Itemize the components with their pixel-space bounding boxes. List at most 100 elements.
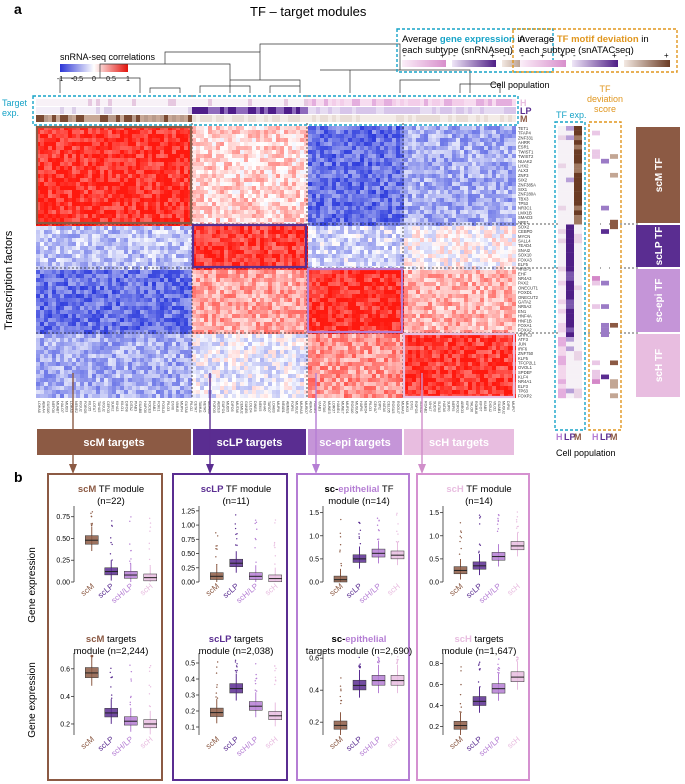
heatmap-cell: [160, 138, 164, 142]
heatmap-cell: [364, 138, 368, 142]
heatmap-cell: [440, 218, 444, 222]
heatmap-cell: [132, 162, 136, 166]
heatmap-cell: [152, 218, 156, 222]
heatmap-cell: [72, 246, 76, 250]
heatmap-cell: [328, 214, 332, 218]
heatmap-cell: [364, 166, 368, 170]
heatmap-cell: [148, 214, 152, 218]
heatmap-cell: [404, 242, 408, 246]
heatmap-cell: [252, 206, 256, 210]
heatmap-cell: [140, 170, 144, 174]
heatmap-cell: [68, 214, 72, 218]
heatmap-cell: [460, 278, 464, 282]
heatmap-cell: [216, 234, 220, 238]
heatmap-cell: [92, 198, 96, 202]
heatmap-cell: [64, 278, 68, 282]
heatmap-cell: [380, 210, 384, 214]
heatmap-cell: [328, 138, 332, 142]
heatmap-cell: [108, 290, 112, 294]
heatmap-cell: [436, 270, 440, 274]
heatmap-cell: [380, 202, 384, 206]
heatmap-cell: [216, 254, 220, 258]
heatmap-cell: [400, 246, 404, 250]
heatmap-cell: [152, 190, 156, 194]
heatmap-cell: [120, 258, 124, 262]
heatmap-cell: [116, 154, 120, 158]
heatmap-cell: [504, 146, 508, 150]
heatmap-cell: [244, 134, 248, 138]
heatmap-cell: [116, 134, 120, 138]
heatmap-cell: [124, 226, 128, 230]
heatmap-cell: [480, 198, 484, 202]
heatmap-cell: [96, 226, 100, 230]
heatmap-cell: [456, 238, 460, 242]
heatmap-cell: [416, 178, 420, 182]
heatmap-cell: [124, 246, 128, 250]
heatmap-cell: [72, 170, 76, 174]
heatmap-cell: [284, 250, 288, 254]
heatmap-cell: [284, 278, 288, 282]
heatmap-cell: [496, 250, 500, 254]
heatmap-cell: [464, 154, 468, 158]
heatmap-cell: [108, 238, 112, 242]
heatmap-cell: [244, 142, 248, 146]
heatmap-cell: [500, 178, 504, 182]
heatmap-cell: [452, 162, 456, 166]
heatmap-cell: [160, 270, 164, 274]
heatmap-cell: [104, 274, 108, 278]
heatmap-cell: [200, 186, 204, 190]
heatmap-cell: [260, 158, 264, 162]
heatmap-cell: [356, 154, 360, 158]
heatmap-cell: [240, 278, 244, 282]
heatmap-cell: [192, 218, 196, 222]
heatmap-cell: [88, 206, 92, 210]
heatmap-cell: [312, 238, 316, 242]
heatmap-cell: [260, 146, 264, 150]
heatmap-cell: [204, 182, 208, 186]
heatmap-cell: [432, 242, 436, 246]
heatmap-cell: [144, 282, 148, 286]
heatmap-cell: [164, 178, 168, 182]
heatmap-cell: [480, 274, 484, 278]
heatmap-cell: [204, 214, 208, 218]
heatmap-cell: [248, 254, 252, 258]
heatmap-cell: [384, 142, 388, 146]
heatmap-cell: [500, 150, 504, 154]
heatmap-cell: [104, 278, 108, 282]
heatmap-cell: [492, 134, 496, 138]
heatmap-cell: [368, 262, 372, 266]
heatmap-cell: [308, 182, 312, 186]
heatmap-cell: [68, 246, 72, 250]
heatmap-cell: [116, 258, 120, 262]
heatmap-cell: [76, 254, 80, 258]
heatmap-cell: [76, 134, 80, 138]
heatmap-cell: [340, 254, 344, 258]
heatmap-cell: [448, 210, 452, 214]
heatmap-cell: [216, 194, 220, 198]
heatmap-cell: [196, 246, 200, 250]
heatmap-cell: [312, 246, 316, 250]
heatmap-cell: [288, 182, 292, 186]
heatmap-cell: [104, 234, 108, 238]
heatmap-cell: [240, 154, 244, 158]
heatmap-cell: [312, 166, 316, 170]
heatmap-cell: [312, 226, 316, 230]
heatmap-cell: [424, 170, 428, 174]
heatmap-cell: [108, 182, 112, 186]
heatmap-cell: [480, 206, 484, 210]
heatmap-cell: [368, 258, 372, 262]
heatmap-cell: [144, 134, 148, 138]
heatmap-cell: [496, 166, 500, 170]
heatmap-cell: [184, 162, 188, 166]
heatmap-cell: [260, 126, 264, 130]
heatmap-cell: [484, 286, 488, 290]
heatmap-cell: [292, 206, 296, 210]
heatmap-cell: [172, 150, 176, 154]
heatmap-cell: [88, 214, 92, 218]
heatmap-cell: [256, 138, 260, 142]
heatmap-cell: [252, 190, 256, 194]
heatmap-cell: [348, 142, 352, 146]
heatmap-cell: [456, 230, 460, 234]
heatmap-cell: [384, 146, 388, 150]
heatmap-cell: [280, 182, 284, 186]
